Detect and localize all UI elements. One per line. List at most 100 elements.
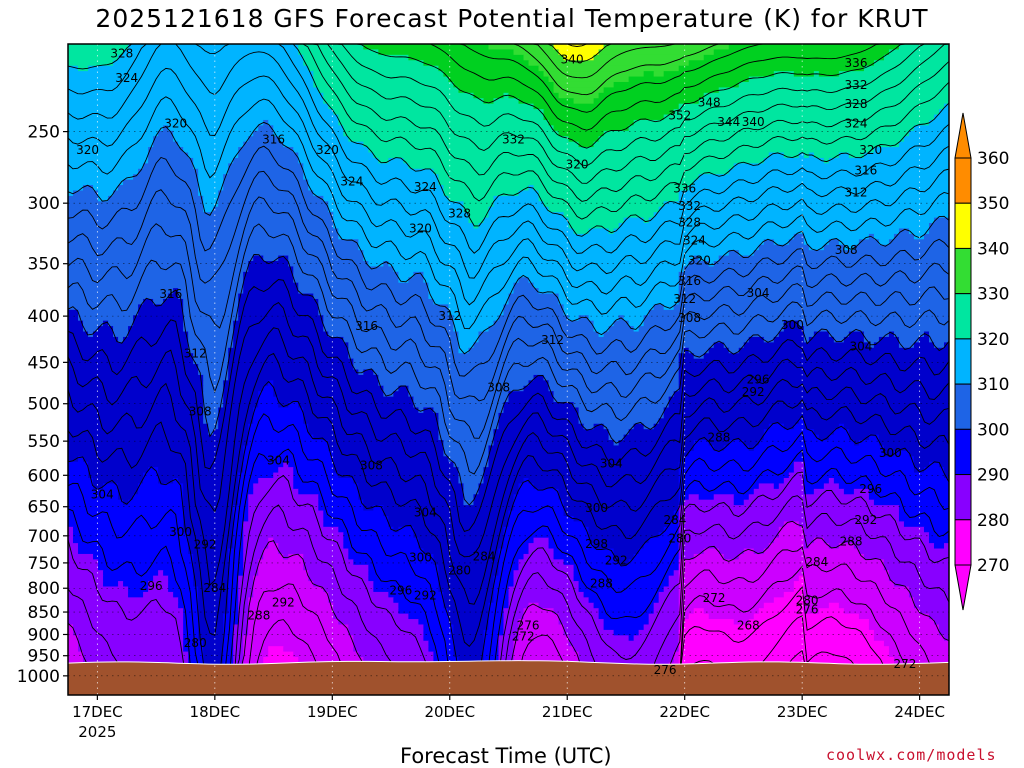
field-cell	[353, 478, 460, 485]
field-cell	[68, 114, 339, 121]
field-cell	[98, 326, 114, 333]
field-cell	[423, 60, 530, 67]
field-cell	[198, 602, 229, 609]
field-cell	[913, 602, 949, 609]
field-cell	[248, 613, 334, 620]
field-cell	[83, 326, 99, 333]
field-cell	[438, 570, 500, 577]
field-cell	[168, 125, 259, 132]
field-cell	[243, 288, 299, 295]
field-cell	[103, 320, 109, 327]
field-cell	[223, 174, 304, 181]
field-cell	[863, 331, 890, 338]
field-cell	[643, 624, 680, 631]
contour-labels: 328 324 320 320 316 320 324 324 320 328 332 340 320 3…	[76, 47, 916, 677]
field-cell	[188, 152, 239, 159]
field-cell	[93, 331, 114, 338]
field-cell	[233, 320, 324, 327]
field-cell	[688, 450, 885, 457]
field-cell	[278, 548, 349, 555]
field-cell	[788, 472, 805, 479]
x-tick-label: 19DEC	[307, 703, 358, 721]
x-tick-label: 22DEC	[659, 703, 710, 721]
field-cell	[803, 483, 825, 490]
field-cell	[238, 152, 299, 159]
field-cell	[248, 624, 349, 631]
field-cell	[558, 619, 605, 626]
field-cell	[678, 461, 795, 468]
field-cell	[243, 640, 354, 647]
field-cell	[678, 293, 949, 300]
colorbar-segment	[954, 247, 972, 295]
field-cell	[943, 467, 949, 474]
field-cell	[713, 494, 735, 501]
field-cell	[578, 141, 595, 148]
field-cell	[453, 640, 485, 647]
field-cell	[508, 510, 565, 517]
field-cell	[223, 624, 234, 631]
field-cell	[673, 657, 680, 664]
field-cell	[128, 326, 184, 333]
credit-link[interactable]: coolwx.com/models	[826, 746, 997, 764]
field-cell	[68, 81, 314, 88]
field-cell	[128, 586, 149, 593]
field-cell	[273, 130, 344, 137]
field-cell	[373, 505, 384, 512]
field-cell	[283, 141, 364, 148]
y-tick-label: 450	[28, 353, 60, 373]
field-cell	[68, 293, 169, 300]
field-cell	[158, 130, 174, 137]
field-cell	[363, 141, 580, 148]
field-cell	[588, 597, 660, 604]
field-cell	[158, 472, 239, 479]
field-cell	[363, 657, 435, 664]
field-cell	[713, 49, 890, 56]
field-cell	[558, 49, 600, 56]
field-cell	[443, 597, 495, 604]
contour-label: 296	[140, 579, 163, 593]
field-cell	[483, 472, 680, 479]
contour-line	[68, 44, 949, 254]
field-cell	[913, 456, 949, 463]
field-cell	[268, 380, 274, 387]
field-cell	[463, 494, 475, 501]
field-cell	[578, 651, 675, 658]
field-cell	[618, 223, 930, 230]
field-cell	[278, 255, 289, 262]
field-cell	[803, 478, 830, 485]
field-cell	[548, 543, 595, 550]
field-cell	[188, 331, 234, 338]
x-tick-label: 21DEC	[542, 703, 593, 721]
field-cell	[148, 157, 194, 164]
field-cell	[623, 315, 645, 322]
field-cell	[373, 586, 440, 593]
field-cell	[588, 537, 650, 544]
field-cell	[503, 619, 520, 626]
field-cell	[678, 657, 895, 664]
y-tick-label: 750	[28, 554, 60, 574]
field-cell	[358, 651, 435, 658]
field-cell	[303, 60, 425, 67]
field-cell	[688, 185, 949, 192]
field-cell	[208, 429, 214, 436]
y-tick-label: 1000	[17, 667, 60, 687]
field-cell	[693, 445, 715, 452]
field-cell	[833, 336, 845, 343]
field-cell	[603, 87, 720, 94]
field-cell	[803, 472, 945, 479]
field-cell	[693, 553, 725, 560]
field-cell	[693, 353, 705, 360]
field-cell	[293, 483, 359, 490]
field-cell	[328, 206, 465, 213]
field-cell	[503, 407, 580, 414]
field-cell	[733, 494, 750, 501]
field-cell	[678, 282, 949, 289]
field-cell	[123, 336, 189, 343]
field-cell	[678, 499, 685, 506]
field-cell	[353, 364, 680, 371]
field-cell	[363, 250, 730, 257]
field-cell	[438, 564, 500, 571]
field-cell	[423, 624, 455, 631]
field-cell	[668, 521, 680, 528]
field-cell	[508, 298, 560, 305]
